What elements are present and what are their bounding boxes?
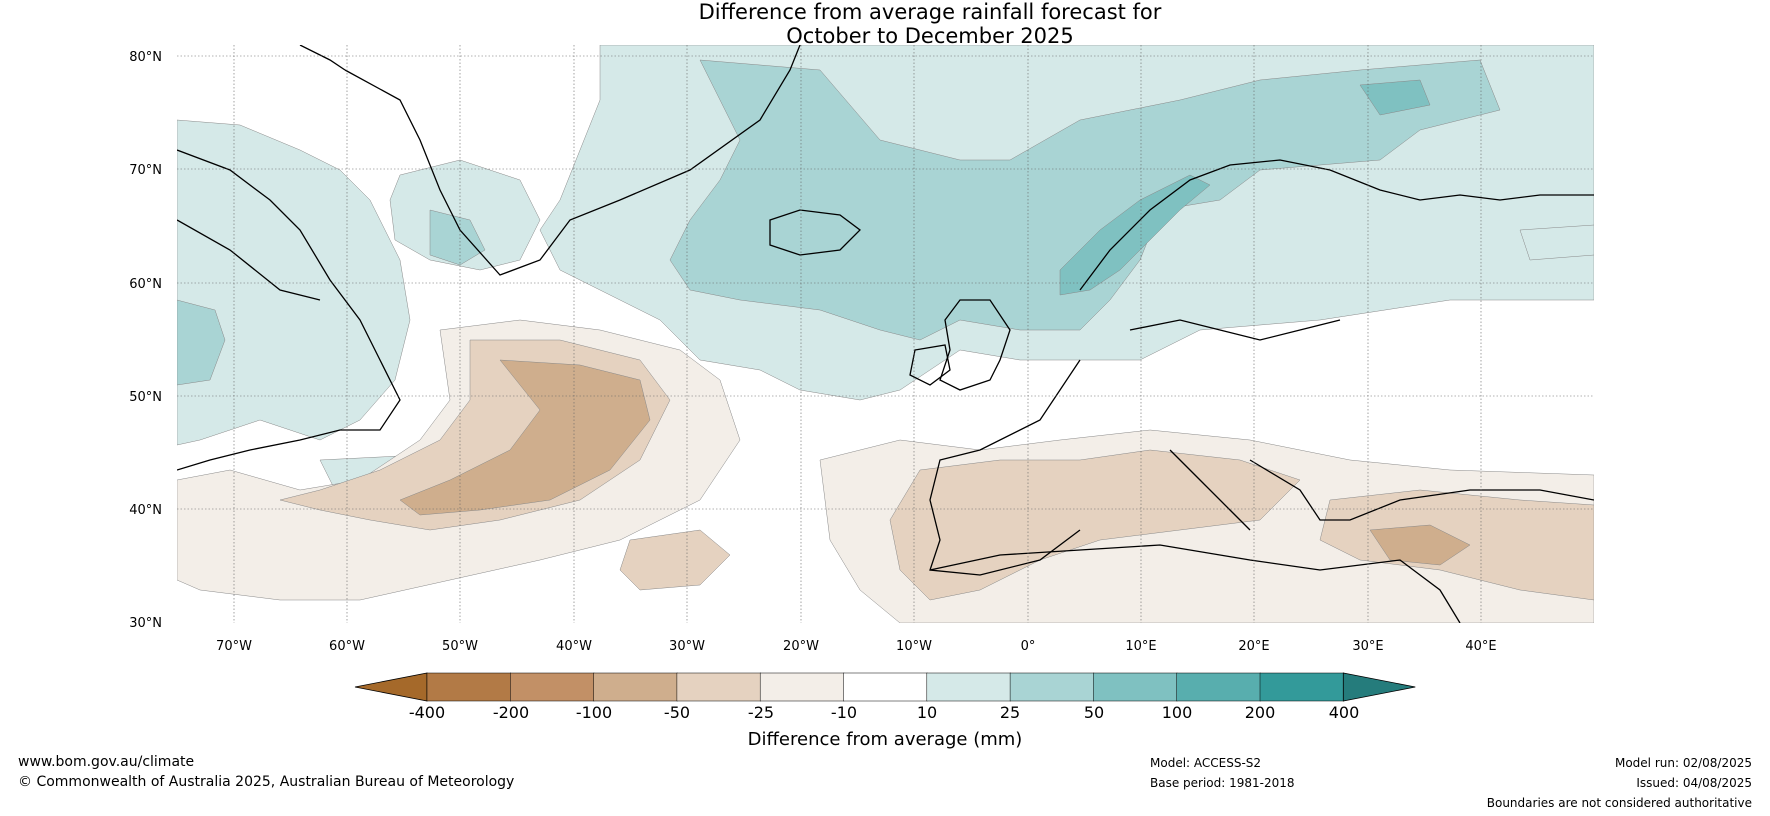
lat-label-70: 70°N [129, 163, 162, 178]
colorbar-swatch [1093, 672, 1178, 702]
coastlines [177, 45, 1594, 623]
title-line-1: Difference from average rainfall forecas… [698, 0, 1162, 24]
cb-label-3: -50 [664, 703, 690, 722]
greenland-north-coast [299, 45, 346, 71]
lon-label-20e: 20°E [1238, 639, 1269, 654]
cb-label-0: -400 [409, 703, 445, 722]
labrador-coast [177, 219, 321, 301]
dry-region-iberia-mod [889, 449, 1301, 601]
balkans-coast [1249, 459, 1594, 521]
cb-label-10: 200 [1245, 703, 1276, 722]
colorbar-swatch [593, 672, 678, 702]
lat-label-60: 60°N [129, 277, 162, 292]
colorbar-swatch [1176, 672, 1261, 702]
footer-website: www.bom.gov.au/climate [18, 754, 195, 770]
chart-title: Difference from average rainfall forecas… [500, 0, 1360, 48]
latitude-labels: 80°N 70°N 60°N 50°N 40°N 30°N [129, 50, 162, 631]
footer-base-period: Base period: 1981-2018 [1150, 776, 1295, 790]
anomaly-fields [177, 45, 1594, 623]
ireland-coast [909, 344, 951, 386]
wet-region-canada [177, 119, 411, 446]
cb-label-2: -100 [576, 703, 612, 722]
lon-label-40e: 40°E [1465, 639, 1496, 654]
lon-label-10e: 10°E [1125, 639, 1156, 654]
wet-region-greenland-east [429, 209, 486, 266]
colorbar-labels: -400 -200 -100 -50 -25 -10 10 25 50 100 … [409, 703, 1359, 722]
italy-coast [1169, 449, 1251, 531]
dry-region-mid-atlantic-core [399, 359, 651, 516]
title-line-2: October to December 2025 [786, 24, 1074, 48]
europe-west-coast [929, 359, 1081, 576]
colorbar: -400 -200 -100 -50 -25 -10 10 25 50 100 … [354, 672, 1416, 750]
lat-label-40: 40°N [129, 503, 162, 518]
lon-label-50w: 50°W [442, 639, 478, 654]
colorbar-swatch [1259, 672, 1345, 702]
longitude-labels: 70°W 60°W 50°W 40°W 30°W 20°W 10°W 0° 10… [216, 639, 1497, 654]
lon-label-60w: 60°W [329, 639, 365, 654]
colorbar-extend-high [1342, 672, 1416, 702]
colorbar-swatch [676, 672, 761, 702]
rainfall-map: 80°N 70°N 60°N 50°N 40°N 30°N 70°W 60°W … [129, 45, 1594, 654]
colorbar-title: Difference from average (mm) [748, 729, 1023, 750]
colorbar-swatch [426, 672, 512, 702]
greenland-coast [344, 45, 801, 276]
colorbar-swatch [759, 672, 845, 702]
cb-label-8: 50 [1084, 703, 1104, 722]
colorbar-swatch [843, 672, 928, 702]
colorbar-swatch [926, 672, 1011, 702]
cb-label-7: 25 [1000, 703, 1020, 722]
cb-label-11: 400 [1329, 703, 1360, 722]
canada-coast [177, 149, 401, 471]
footer-disclaimer: Boundaries are not considered authoritat… [1486, 796, 1752, 810]
lon-label-70w: 70°W [216, 639, 252, 654]
gridlines [177, 45, 1594, 623]
lat-label-80: 80°N [129, 50, 162, 65]
wet-region-labrador [177, 299, 226, 386]
lon-label-30w: 30°W [669, 639, 705, 654]
footer-issued: Issued: 04/08/2025 [1636, 776, 1752, 790]
cb-label-5: -10 [831, 703, 857, 722]
colorbar-extend-low [354, 672, 428, 702]
iceland-coast [769, 209, 861, 256]
dry-region-atlantic-south [619, 529, 731, 591]
scandinavia-coast [1079, 159, 1594, 291]
britain-coast [939, 299, 1011, 391]
dry-region-turkey-core [1369, 524, 1471, 566]
lon-label-20w: 20°W [783, 639, 819, 654]
wet-region-barents [1359, 79, 1431, 116]
wet-region-caspian [1519, 224, 1594, 261]
cb-label-1: -200 [493, 703, 529, 722]
lat-label-50: 50°N [129, 390, 162, 405]
colorbar-swatch [510, 672, 595, 702]
north-africa-coast [929, 544, 1461, 623]
lat-label-30: 30°N [129, 616, 162, 631]
lon-label-10w: 10°W [896, 639, 932, 654]
footer-model-run: Model run: 02/08/2025 [1614, 756, 1752, 770]
cb-label-4: -25 [748, 703, 774, 722]
lon-label-0: 0° [1021, 639, 1036, 654]
footer-copyright: © Commonwealth of Australia 2025, Austra… [18, 774, 515, 790]
colorbar-swatch [1009, 672, 1095, 702]
baltic-coast [1129, 319, 1341, 341]
colorbar-swatches [354, 672, 1416, 702]
footer-model: Model: ACCESS-S2 [1150, 756, 1262, 770]
wet-region-norway [1059, 174, 1211, 296]
wet-region-greenland-south [389, 159, 541, 271]
cb-label-9: 100 [1162, 703, 1193, 722]
lon-label-40w: 40°W [556, 639, 592, 654]
lon-label-30e: 30°E [1352, 639, 1383, 654]
cb-label-6: 10 [917, 703, 937, 722]
